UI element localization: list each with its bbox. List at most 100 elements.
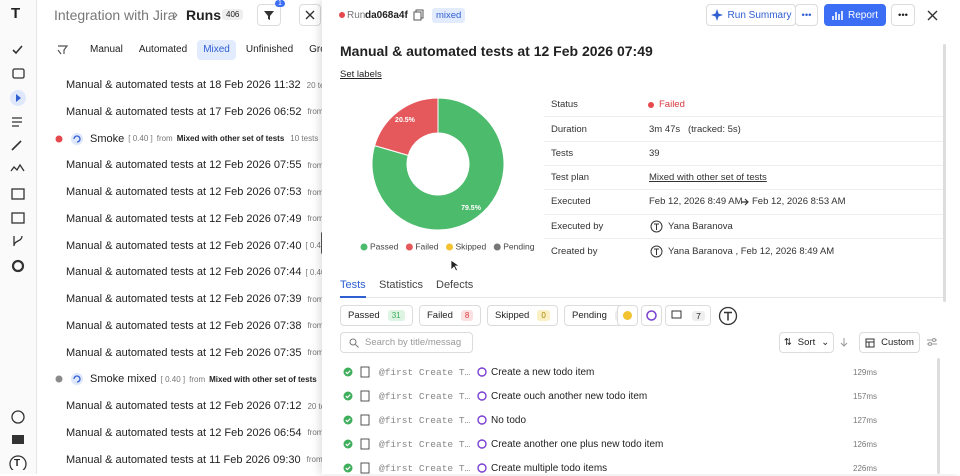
run-name: Smoke mixed — [90, 373, 157, 386]
filter-tab[interactable]: Manual — [90, 44, 123, 55]
close-left[interactable] — [299, 4, 321, 26]
filter-tab[interactable]: Mixed — [197, 40, 236, 60]
logo[interactable]: T — [11, 5, 21, 22]
filter-tab[interactable]: Unfinished — [245, 44, 294, 55]
close-panel[interactable] — [927, 10, 938, 21]
run-row[interactable]: Manual & automated tests at 12 Feb 2026 … — [54, 182, 322, 202]
run-row[interactable]: Smoke[ 0.40 ] from Mixed with other set of… — [54, 129, 322, 149]
chip-count: 31 — [387, 310, 405, 321]
test-code: @first Create T… — [379, 462, 471, 474]
run-name: Manual & automated tests at 18 Feb 2026 … — [66, 79, 301, 91]
filters-icon[interactable] — [56, 43, 72, 57]
run-meta: from — [306, 455, 322, 464]
run-row[interactable]: Manual & automated tests at 12 Feb 2026 … — [54, 262, 322, 282]
summary-more[interactable]: ••• — [795, 4, 818, 26]
run-row[interactable]: Manual & automated tests at 12 Feb 2026 … — [54, 423, 322, 443]
run-tab[interactable]: Defects — [436, 279, 474, 291]
test-status — [343, 463, 353, 473]
table-icon — [865, 338, 875, 347]
custom-button[interactable]: Custom — [859, 332, 920, 353]
warning-icon — [623, 311, 632, 320]
created-at: , Feb 12, 2026 8:49 AM — [735, 246, 835, 257]
filter-button[interactable] — [257, 4, 281, 26]
chip-label: Skipped — [495, 310, 530, 321]
doc — [360, 366, 370, 378]
detail-executed-start: Feb 12, 2026 8:49 AM — [649, 196, 743, 207]
detail-label: Executed by — [551, 221, 604, 232]
run-plan: Mixed with other set of tests — [209, 374, 317, 384]
run-row[interactable]: Manual & automated tests at 12 Feb 2026 … — [54, 396, 322, 416]
run-row[interactable]: Manual & automated tests at 11 Feb 2026 … — [54, 450, 322, 470]
run-name: Manual & automated tests at 12 Feb 2026 … — [66, 186, 302, 198]
test-type-icon — [477, 391, 487, 401]
filter-tab[interactable]: Automated — [138, 44, 188, 55]
run-row[interactable]: Manual & automated tests at 12 Feb 2026 … — [54, 155, 322, 175]
sidebar-icons[interactable] — [8, 38, 30, 278]
icon — [477, 439, 487, 449]
run-meta: 20 te — [306, 80, 322, 90]
run-name: Manual & automated tests at 12 Feb 2026 … — [66, 239, 302, 252]
flaky-icon — [646, 310, 657, 321]
run-row[interactable]: Manual & automated tests at 17 Feb 2026 … — [54, 102, 322, 122]
run-row[interactable]: Manual & automated tests at 12 Feb 2026 … — [54, 289, 322, 309]
report-button[interactable]: Report — [824, 4, 886, 26]
test-row[interactable]: @first Create T… Create multiple todo ite… — [340, 460, 930, 476]
detail-plan[interactable]: Mixed with other set of tests — [649, 172, 767, 183]
set-labels[interactable]: Set labels — [340, 69, 382, 80]
run-row[interactable]: Manual & automated tests at 18 Feb 2026 … — [54, 75, 322, 95]
status-dot — [648, 102, 654, 108]
separator — [544, 141, 946, 142]
passed-dot — [343, 439, 353, 449]
run-name: Manual & automated tests at 12 Feb 2026 … — [66, 426, 302, 439]
filter-tab[interactable]: Group — [309, 44, 322, 55]
run-row[interactable]: Smoke mixed[ 0.40 ] from Mixed with other … — [54, 369, 322, 389]
status-chip[interactable]: Failed 8 — [419, 305, 482, 326]
check — [345, 418, 351, 423]
run-name: Manual & automated tests at 12 Feb 2026 … — [66, 293, 302, 305]
run-tab[interactable]: Tests — [340, 279, 366, 298]
test-row[interactable]: @first Create T… Create a new todo item 12… — [340, 364, 930, 380]
detail-status: Failed — [659, 99, 685, 110]
test-code: @first Create T… — [379, 366, 471, 378]
status-chip[interactable]: Passed 31 — [340, 305, 413, 326]
assignee-icon[interactable] — [718, 306, 738, 326]
status-dot — [55, 135, 63, 142]
copy-icon[interactable] — [413, 9, 425, 21]
sort-direction[interactable] — [839, 337, 849, 347]
doc — [360, 462, 370, 474]
project-name[interactable]: Integration with Jira — [54, 7, 176, 23]
detail-tracked: (tracked: 5s) — [688, 124, 741, 135]
search-box[interactable]: Search by title/messag — [340, 332, 473, 353]
detail-label: Executed — [551, 196, 591, 207]
run-row[interactable]: Manual & automated tests at 12 Feb 2026 … — [54, 316, 322, 336]
run-row[interactable]: Manual & automated tests at 12 Feb 2026 … — [54, 209, 322, 229]
sidebar-bottom[interactable] — [8, 408, 30, 470]
comments-chip[interactable]: 7 — [665, 305, 711, 326]
more-button[interactable]: ••• — [891, 4, 915, 26]
flaky-chip[interactable] — [641, 305, 662, 326]
sort-button[interactable]: ⇅ Sort ⌄ — [779, 332, 834, 353]
settings-icon[interactable] — [926, 337, 938, 347]
status-chip[interactable]: Skipped 0 — [487, 305, 558, 326]
run-summary-button[interactable]: Run Summary — [706, 4, 796, 26]
detail-created-by: Yana Baranova , Feb 12, 2026 8:49 AM — [668, 246, 834, 257]
test-time: 226ms — [853, 463, 878, 473]
run-type-icon — [71, 373, 83, 386]
user-avatar[interactable]: T — [14, 458, 21, 469]
test-name: Create multiple todo items — [491, 462, 608, 474]
warning-chip[interactable] — [617, 305, 638, 326]
run-version: [ 0.40 ] — [160, 374, 186, 384]
run-row[interactable]: Manual & automated tests at 12 Feb 2026 … — [54, 236, 322, 256]
test-row[interactable]: @first Create T… Create another one plus … — [340, 436, 930, 452]
test-row[interactable]: @first Create T… No todo 127ms — [340, 412, 930, 428]
search-icon — [349, 338, 359, 348]
test-doc-icon — [360, 390, 370, 402]
run-meta: 10 tests — [290, 134, 319, 143]
test-row[interactable]: @first Create T… Create ouch another new … — [340, 388, 930, 404]
detail-tests: 39 — [649, 148, 660, 159]
run-tab[interactable]: Statistics — [379, 279, 424, 291]
check — [345, 466, 351, 471]
test-name: Create ouch another new todo item — [491, 390, 648, 402]
run-row[interactable]: Manual & automated tests at 12 Feb 2026 … — [54, 343, 322, 363]
